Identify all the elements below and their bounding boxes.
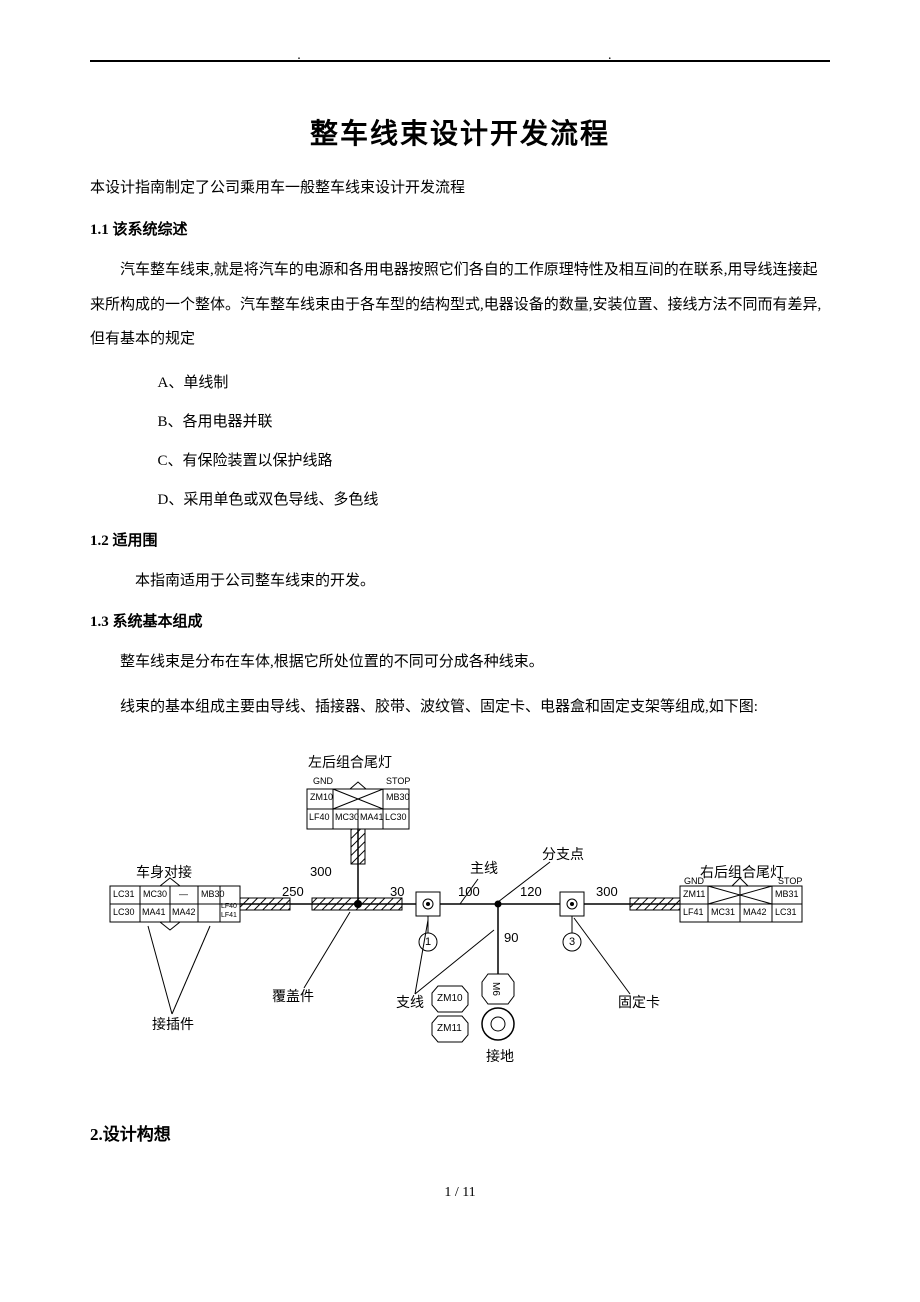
ct-lf40: LF40 (309, 812, 330, 822)
circle-3: 3 (569, 936, 575, 948)
cr-ma42: MA42 (743, 907, 767, 917)
label-ground: 接地 (486, 1046, 514, 1066)
cr-lf41: LF41 (683, 907, 704, 917)
cl-lc30: LC30 (113, 907, 135, 917)
oct-zm10: ZM10 (437, 993, 463, 1004)
circle-1: 1 (425, 936, 431, 948)
ct-zm10: ZM10 (310, 792, 333, 802)
oct-zm11: ZM11 (437, 1023, 462, 1034)
ct-mc30: MC30 (335, 812, 359, 822)
oct-m6: M6 (490, 982, 501, 996)
cl-ma41: MA41 (142, 907, 166, 917)
header-rule (90, 60, 830, 62)
ct-lc30: LC30 (385, 812, 407, 822)
dim-250: 250 (282, 884, 304, 899)
cl-mc30: MC30 (143, 889, 167, 899)
label-gnd-top: GND (313, 776, 333, 786)
dim-300a: 300 (310, 864, 332, 879)
sec-1-3-para-2: 线束的基本组成主要由导线、插接器、胶带、波纹管、固定卡、电器盒和固定支架等组成,… (90, 690, 830, 725)
label-right-connector: 右后组合尾灯 (700, 862, 784, 882)
dim-90: 90 (504, 930, 518, 945)
label-left-connector: 车身对接 (136, 862, 192, 882)
cl-mb30: MB30 (201, 889, 225, 899)
cl-dash: — (179, 889, 188, 899)
label-stop-top: STOP (386, 776, 410, 786)
cr-mb31: MB31 (775, 889, 799, 899)
label-connector: 接插件 (152, 1014, 194, 1034)
label-clip: 固定卡 (618, 992, 660, 1012)
dim-120: 120 (520, 884, 542, 899)
sec-1-1-item-d: D、采用单色或双色导线、多色线 (90, 484, 830, 517)
harness-diagram: 左后组合尾灯 GND STOP 车身对接 右后组合尾灯 GND STOP 主线 … (90, 734, 830, 1094)
label-branchpt: 分支点 (542, 844, 584, 864)
page-title: 整车线束设计开发流程 (90, 112, 830, 152)
label-cover: 覆盖件 (272, 986, 314, 1006)
sec-1-2-head: 1.2 适用围 (90, 529, 830, 550)
label-gnd-right: GND (684, 876, 704, 886)
sec-2-head: 2.设计构想 (90, 1120, 830, 1145)
dim-30: 30 (390, 884, 404, 899)
page: 整车线束设计开发流程 本设计指南制定了公司乘用车一般整车线束设计开发流程 1.1… (0, 0, 920, 1241)
sec-1-1-head: 1.1 该系统综述 (90, 218, 830, 239)
sec-1-1-item-a: A、单线制 (90, 367, 830, 400)
sec-1-1-item-b: B、各用电器并联 (90, 406, 830, 439)
sec-1-3-head: 1.3 系统基本组成 (90, 610, 830, 631)
ct-mb30: MB30 (386, 792, 410, 802)
sec-1-1-para: 汽车整车线束,就是将汽车的电源和各用电器按照它们各自的工作原理特性及相互间的在联… (90, 253, 830, 357)
cl-ma42: MA42 (172, 907, 196, 917)
sec-1-2-para: 本指南适用于公司整车线束的开发。 (90, 564, 830, 599)
dim-300b: 300 (596, 884, 618, 899)
cr-zm11: ZM11 (683, 889, 705, 899)
label-top-connector: 左后组合尾灯 (308, 752, 392, 772)
cl-lc31: LC31 (113, 889, 135, 899)
page-footer: 1 / 11 (90, 1185, 830, 1201)
cr-lc31: LC31 (775, 907, 797, 917)
cl-lf4041: LF40LF41 (221, 902, 237, 920)
dim-100: 100 (458, 884, 480, 899)
cr-mc31: MC31 (711, 907, 735, 917)
label-stop-right: STOP (778, 876, 802, 886)
label-branchline: 支线 (396, 992, 424, 1012)
label-mainline: 主线 (470, 858, 498, 878)
ct-ma41: MA41 (360, 812, 384, 822)
sec-1-3-para-1: 整车线束是分布在车体,根据它所处位置的不同可分成各种线束。 (90, 645, 830, 680)
sec-1-1-item-c: C、有保险装置以保护线路 (90, 445, 830, 478)
intro-text: 本设计指南制定了公司乘用车一般整车线束设计开发流程 (90, 176, 830, 200)
